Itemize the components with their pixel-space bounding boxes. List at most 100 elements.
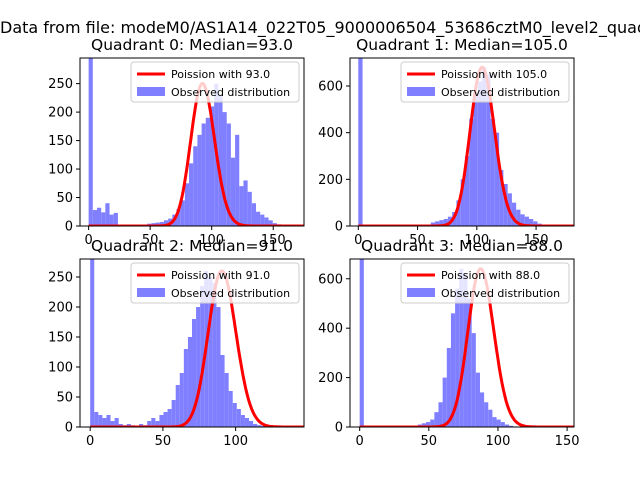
subplot-quadrant-2: 0 50 100 0 50 100 150 200 250 Quadrant 2: Median=… [48, 237, 305, 449]
histogram-bar [201, 123, 206, 226]
histogram-bar [455, 288, 460, 427]
histogram-bar [183, 349, 188, 427]
legend: Poission with 93.0 Observed distribution [130, 61, 300, 103]
histogram-bar [105, 203, 110, 226]
histogram-bar [528, 219, 534, 226]
legend-label-observed: Observed distribution [171, 287, 290, 300]
y-tick-label: 600 [318, 272, 343, 287]
histogram-bar [113, 212, 118, 226]
histogram-bar [439, 220, 444, 226]
x-tick-label: 0 [354, 233, 362, 248]
plot-area [90, 259, 304, 427]
y-tick-label: 0 [335, 421, 343, 436]
histogram-bar [533, 221, 538, 226]
legend-box [130, 61, 300, 103]
histogram-bar [155, 222, 160, 226]
histogram-bar [239, 186, 244, 226]
histogram-bar [167, 409, 172, 427]
histogram-bar [426, 422, 431, 427]
histogram-bar [443, 219, 448, 226]
histogram-bar [159, 415, 164, 427]
histogram-bar [459, 268, 464, 427]
histogram-bar [488, 409, 493, 427]
axes-frame [349, 57, 575, 227]
histogram-bar [224, 373, 229, 427]
histogram-bar [496, 419, 501, 427]
histogram-bar [228, 391, 233, 427]
histogram-bar [212, 283, 217, 427]
histogram-bar [94, 412, 99, 427]
y-tick-label: 50 [56, 191, 73, 206]
x-tick-label: 100 [464, 233, 489, 248]
histogram-bar [205, 117, 210, 226]
histogram-bar [494, 132, 500, 226]
histogram-bar [220, 355, 225, 427]
histogram-bar [260, 214, 265, 226]
histogram-bar [421, 423, 427, 427]
histogram-bar [261, 425, 266, 427]
x-tick-label: 0 [84, 233, 92, 248]
histogram-bar [102, 418, 107, 427]
y-tick-label: 150 [48, 134, 73, 149]
x-tick-label: 150 [261, 233, 286, 248]
histogram-bar [500, 422, 505, 427]
plot-area [358, 58, 574, 226]
histogram-bar [175, 385, 180, 427]
y-tick-label: 200 [318, 371, 343, 386]
histogram-bar [216, 307, 221, 427]
legend-box [130, 262, 300, 304]
legend-label-observed: Observed distribution [441, 86, 560, 99]
y-tick-label: 200 [48, 301, 73, 316]
subplot-title: Quadrant 0: Median=93.0 [91, 36, 293, 54]
legend-bar-swatch [407, 87, 435, 96]
y-tick-label: 200 [318, 173, 343, 188]
histogram-bar [253, 424, 258, 427]
y-tick-label: 250 [48, 77, 73, 92]
histogram-bar [179, 373, 184, 427]
histogram-bar [147, 421, 152, 427]
histogram-bar [218, 95, 223, 226]
histogram-bar [475, 372, 480, 427]
x-tick-label: 150 [524, 233, 549, 248]
histogram-bar [503, 184, 508, 226]
axes-frame [349, 258, 575, 428]
histogram-bar [268, 220, 273, 226]
histogram-bar [524, 216, 529, 226]
y-tick-label: 200 [48, 106, 73, 121]
histogram-bar [464, 156, 470, 226]
histogram-bar [209, 106, 215, 226]
histogram-bar [187, 337, 192, 427]
x-tick-label: 50 [409, 233, 426, 248]
histogram-bar [469, 118, 474, 226]
histogram-bar [482, 67, 487, 226]
histogram-bar [226, 123, 231, 226]
x-tick-label: 0 [86, 434, 94, 449]
histogram-bar [516, 209, 521, 226]
histogram-bar [358, 58, 363, 226]
plot-area [359, 259, 574, 427]
histogram-bar [504, 424, 510, 427]
y-tick-label: 150 [48, 331, 73, 346]
histogram-bar [197, 134, 202, 226]
subplot-title: Quadrant 3: Median=88.0 [361, 237, 563, 255]
figure-suptitle: Data from file: modeM0/AS1A14_022T05_900… [0, 18, 640, 37]
histogram-bar [176, 208, 181, 226]
histogram-bar [446, 347, 451, 427]
x-tick-label: 50 [421, 434, 438, 449]
histogram-bar [110, 421, 115, 427]
histogram-bar [155, 421, 160, 427]
histogram-bar [240, 415, 245, 427]
subplot-quadrant-0: 0 50 100 150 0 50 100 150 200 250 Quadrant 0: Medi… [48, 36, 305, 248]
y-tick-label: 100 [48, 163, 73, 178]
legend: Poission with 105.0 Observed distribution [400, 61, 570, 103]
legend-box [400, 61, 570, 103]
histogram-bar [192, 319, 197, 427]
y-tick-label: 50 [56, 391, 73, 406]
y-tick-label: 0 [335, 220, 343, 235]
histogram-bar [509, 425, 514, 427]
x-tick-label: 50 [142, 233, 159, 248]
histogram-bar [359, 259, 364, 427]
histogram-bar [196, 307, 201, 427]
subplot-title: Quadrant 1: Median=105.0 [356, 36, 568, 54]
